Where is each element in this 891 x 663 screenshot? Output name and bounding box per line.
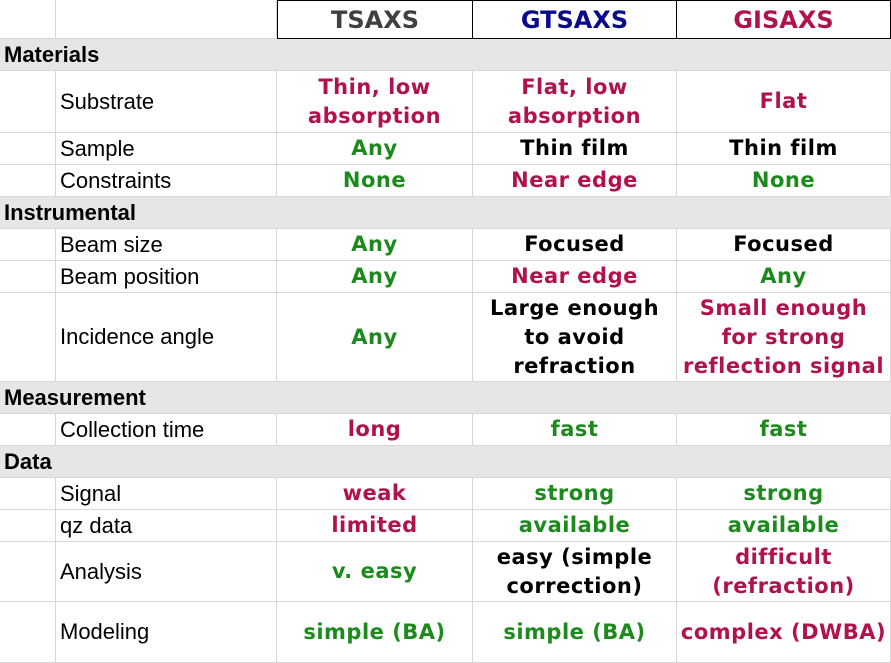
- value-gisaxs-qz-data: available: [677, 510, 891, 542]
- value-gtsaxs-analysis: easy (simple correction): [473, 542, 677, 602]
- value-gtsaxs-signal: strong: [473, 478, 677, 510]
- value-text: Thin film: [520, 136, 629, 160]
- value-text: Any: [351, 136, 398, 160]
- row-label-signal: Signal: [56, 478, 277, 510]
- row-label-beam-position: Beam position: [56, 261, 277, 293]
- section-header-measurement: Measurement: [0, 382, 891, 414]
- header-label-cell-empty: [56, 0, 277, 39]
- value-gisaxs-sample: Thin film: [677, 133, 891, 165]
- indent-cell: [0, 510, 56, 542]
- row-label-modeling: Modeling: [56, 602, 277, 663]
- value-text: Large enough to avoid refraction: [489, 295, 660, 378]
- value-text: Thin, low absorption: [307, 74, 442, 128]
- value-text: complex (DWBA): [680, 619, 887, 644]
- value-gtsaxs-beam-position: Near edge: [473, 261, 677, 293]
- value-gisaxs-modeling: complex (DWBA): [677, 602, 891, 663]
- value-text: available: [727, 513, 840, 537]
- value-text: Near edge: [511, 264, 638, 288]
- value-gisaxs-constraints: None: [677, 165, 891, 197]
- row-label-sample: Sample: [56, 133, 277, 165]
- value-text: None: [342, 168, 407, 192]
- value-gisaxs-substrate: Flat: [677, 71, 891, 133]
- indent-cell: [0, 414, 56, 446]
- value-gisaxs-analysis: difficult (refraction): [677, 542, 891, 602]
- value-tsaxs-beam-position: Any: [277, 261, 473, 293]
- row-label-constraints: Constraints: [56, 165, 277, 197]
- value-gisaxs-beam-size: Focused: [677, 229, 891, 261]
- value-tsaxs-incidence-angle: Any: [277, 293, 473, 382]
- corner-cell-empty: [0, 0, 56, 39]
- value-text: Any: [760, 264, 807, 288]
- value-text: Any: [351, 264, 398, 288]
- indent-cell: [0, 133, 56, 165]
- indent-cell: [0, 478, 56, 510]
- value-text: weak: [342, 481, 407, 505]
- row-label-analysis: Analysis: [56, 542, 277, 602]
- row-label-qz-data: qz data: [56, 510, 277, 542]
- value-tsaxs-analysis: v. easy: [277, 542, 473, 602]
- value-text: Focused: [733, 232, 834, 256]
- indent-cell: [0, 229, 56, 261]
- indent-cell: [0, 71, 56, 133]
- value-text: strong: [743, 481, 824, 505]
- value-gtsaxs-constraints: Near edge: [473, 165, 677, 197]
- value-text: Flat: [759, 89, 808, 113]
- value-gtsaxs-sample: Thin film: [473, 133, 677, 165]
- value-text: difficult (refraction): [712, 544, 855, 598]
- value-text: strong: [534, 481, 615, 505]
- value-text: Any: [351, 324, 398, 349]
- indent-cell: [0, 165, 56, 197]
- section-header-data: Data: [0, 446, 891, 478]
- row-label-incidence-angle: Incidence angle: [56, 293, 277, 382]
- value-text: v. easy: [331, 559, 418, 583]
- indent-cell: [0, 602, 56, 663]
- value-text: long: [347, 417, 402, 441]
- indent-cell: [0, 293, 56, 382]
- value-text: simple (BA): [303, 619, 446, 644]
- value-text: easy (simple correction): [496, 544, 653, 598]
- value-text: limited: [331, 513, 418, 537]
- value-text: Flat, low absorption: [507, 74, 642, 128]
- value-tsaxs-collection-time: long: [277, 414, 473, 446]
- value-gisaxs-beam-position: Any: [677, 261, 891, 293]
- value-text: Any: [351, 232, 398, 256]
- value-text: Near edge: [511, 168, 638, 192]
- column-header-tsaxs: TSAXS: [277, 0, 473, 39]
- column-header-gisaxs: GISAXS: [677, 0, 891, 39]
- value-gisaxs-signal: strong: [677, 478, 891, 510]
- indent-cell: [0, 261, 56, 293]
- value-gtsaxs-qz-data: available: [473, 510, 677, 542]
- value-text: Small enough for strong reflection signa…: [682, 295, 885, 378]
- column-header-gtsaxs: GTSAXS: [473, 0, 677, 39]
- value-tsaxs-constraints: None: [277, 165, 473, 197]
- value-text: None: [751, 168, 816, 192]
- value-tsaxs-modeling: simple (BA): [277, 602, 473, 663]
- value-gtsaxs-collection-time: fast: [473, 414, 677, 446]
- row-label-beam-size: Beam size: [56, 229, 277, 261]
- section-header-instrumental: Instrumental: [0, 197, 891, 229]
- row-label-substrate: Substrate: [56, 71, 277, 133]
- value-gisaxs-collection-time: fast: [677, 414, 891, 446]
- value-tsaxs-substrate: Thin, low absorption: [277, 71, 473, 133]
- value-text: Thin film: [729, 136, 838, 160]
- value-gtsaxs-modeling: simple (BA): [473, 602, 677, 663]
- indent-cell: [0, 542, 56, 602]
- value-text: fast: [759, 417, 808, 441]
- value-gtsaxs-beam-size: Focused: [473, 229, 677, 261]
- value-tsaxs-beam-size: Any: [277, 229, 473, 261]
- value-text: fast: [550, 417, 599, 441]
- section-header-materials: Materials: [0, 39, 891, 71]
- value-tsaxs-qz-data: limited: [277, 510, 473, 542]
- value-text: available: [518, 513, 631, 537]
- value-tsaxs-sample: Any: [277, 133, 473, 165]
- value-gtsaxs-substrate: Flat, low absorption: [473, 71, 677, 133]
- value-gisaxs-incidence-angle: Small enough for strong reflection signa…: [677, 293, 891, 382]
- value-text: simple (BA): [503, 619, 646, 644]
- value-gtsaxs-incidence-angle: Large enough to avoid refraction: [473, 293, 677, 382]
- value-text: Focused: [524, 232, 625, 256]
- value-tsaxs-signal: weak: [277, 478, 473, 510]
- row-label-collection-time: Collection time: [56, 414, 277, 446]
